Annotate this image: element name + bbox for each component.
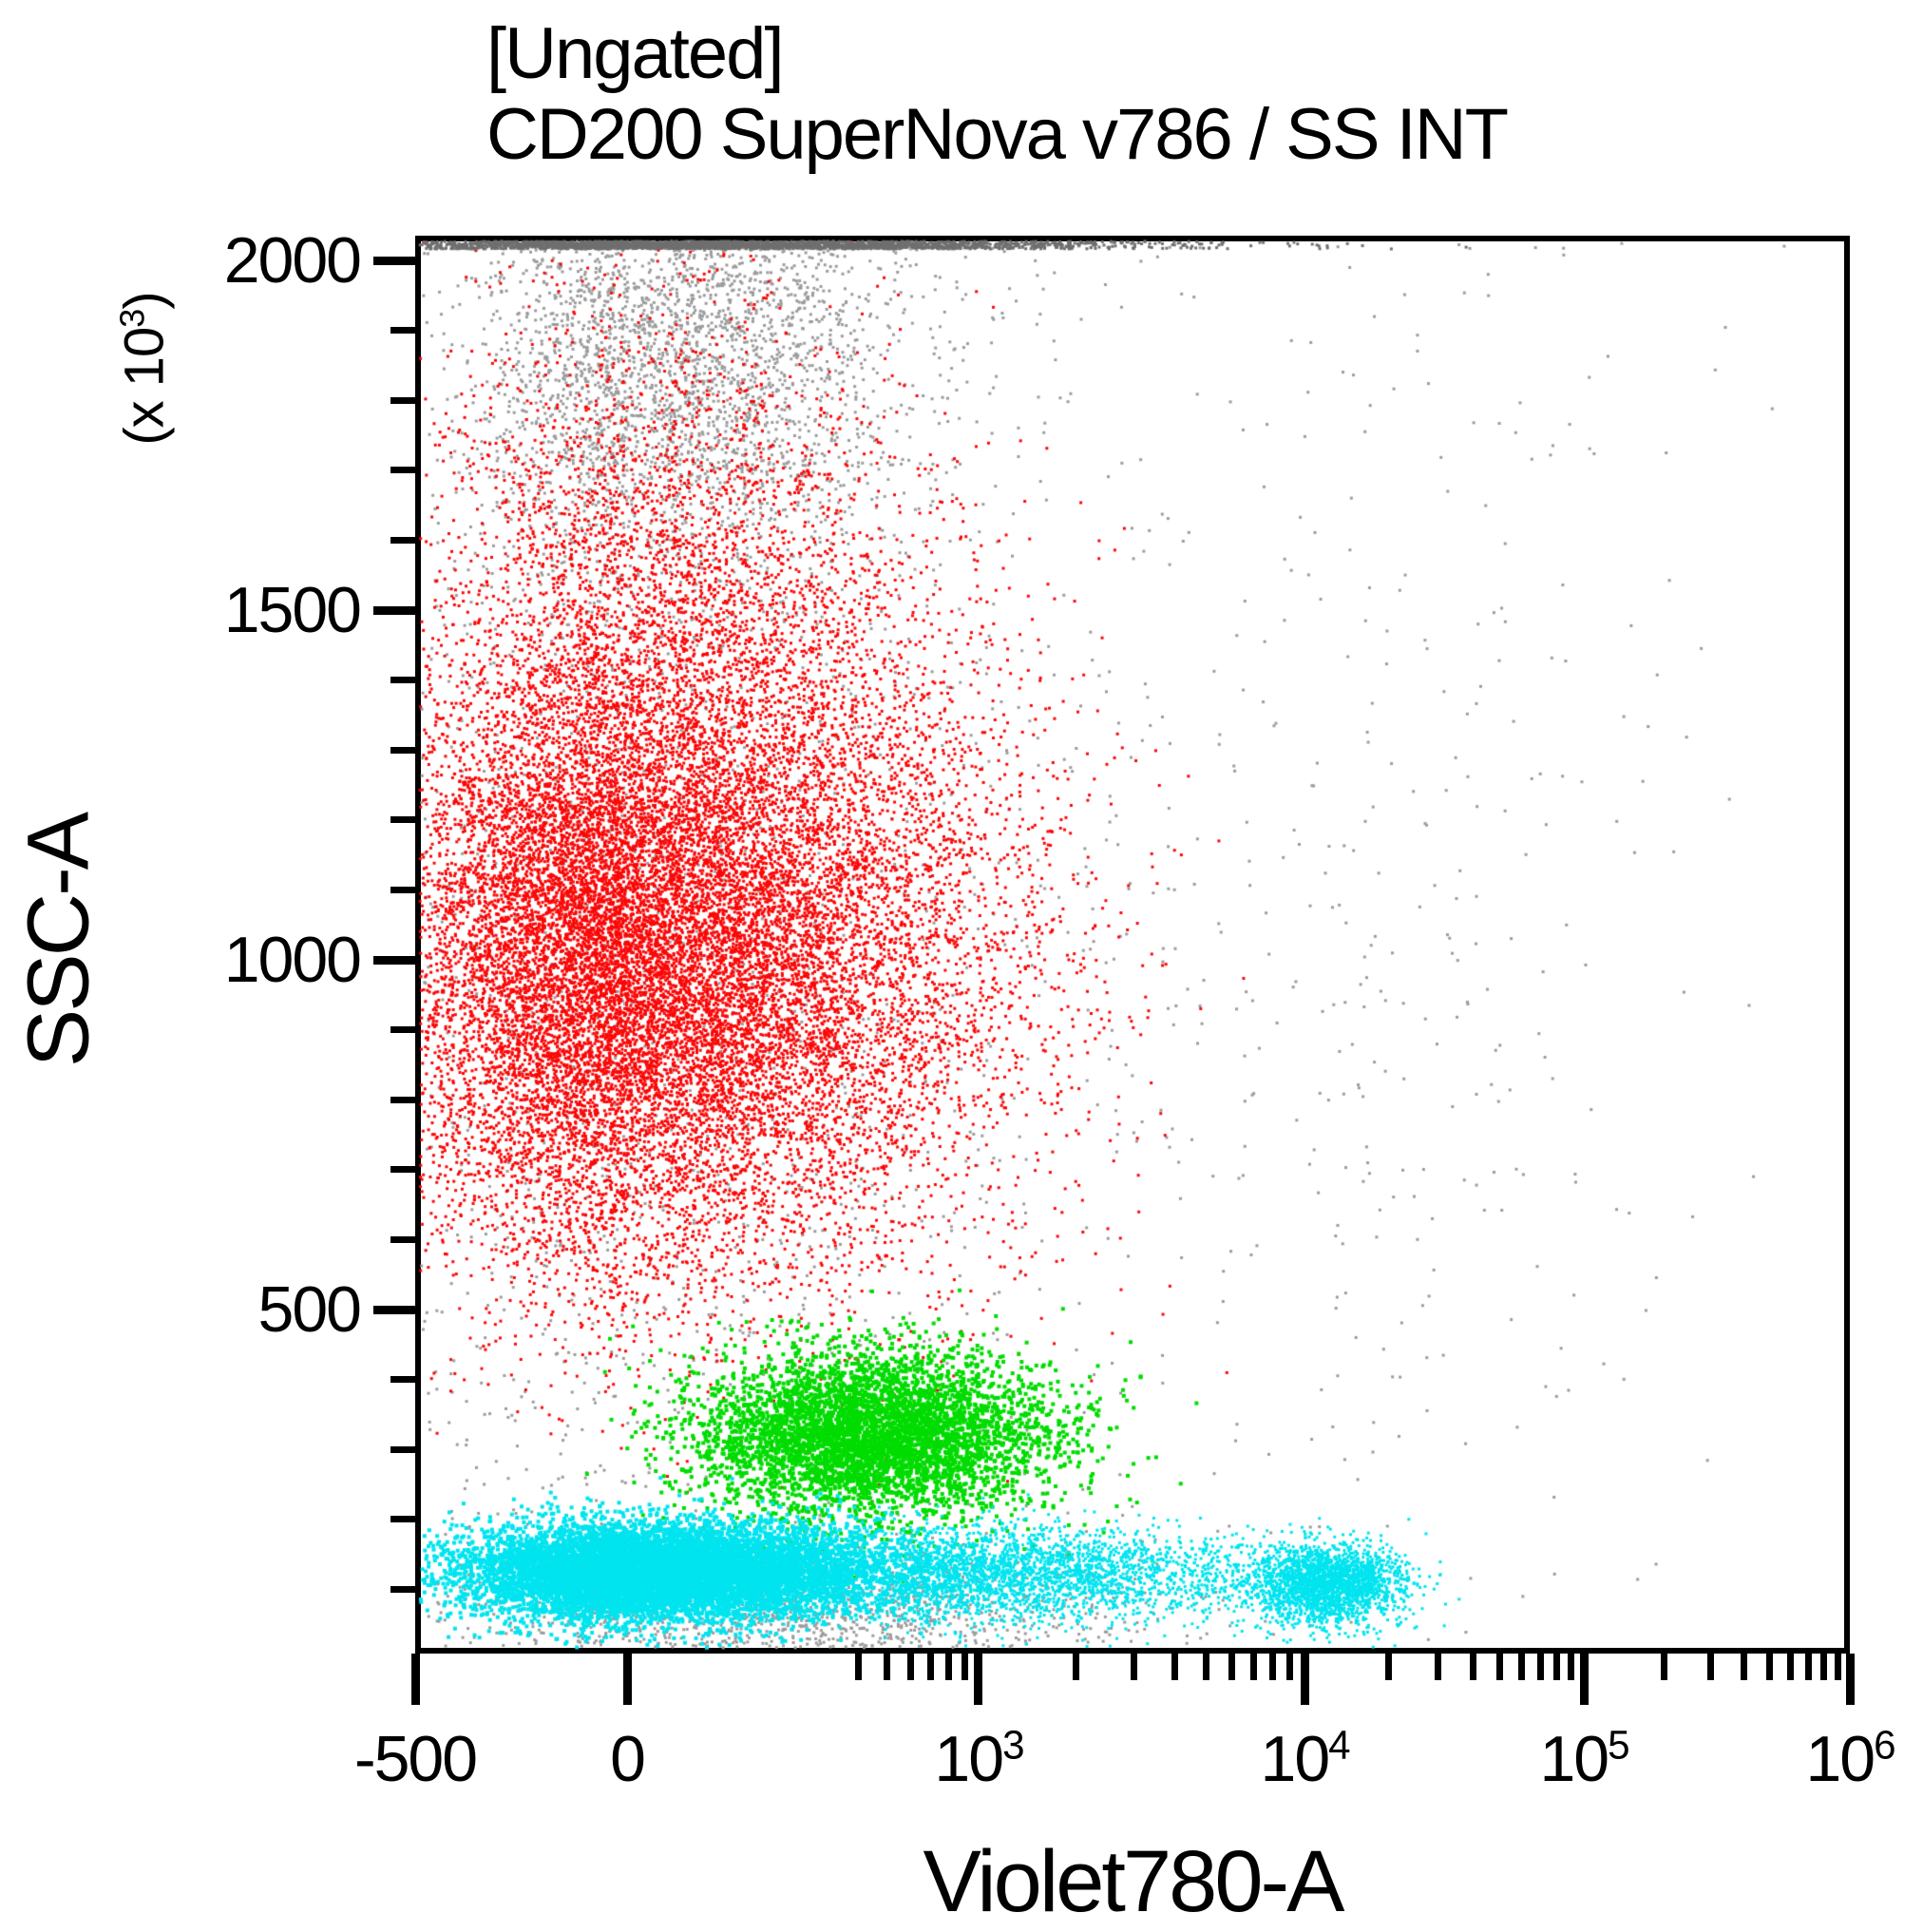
x-major-tick bbox=[622, 1654, 632, 1705]
y-minor-tick bbox=[390, 396, 415, 404]
y-minor-tick bbox=[390, 467, 415, 474]
x-major-tick bbox=[1300, 1654, 1309, 1705]
x-major-tick bbox=[410, 1654, 420, 1705]
y-tick-label: 1500 bbox=[223, 574, 362, 646]
y-minor-tick bbox=[390, 1235, 415, 1243]
x-minor-tick bbox=[1073, 1654, 1080, 1680]
y-major-tick bbox=[373, 1305, 415, 1314]
x-tick-label: 104 bbox=[1260, 1722, 1351, 1795]
y-tick-label: 500 bbox=[257, 1273, 362, 1346]
x-minor-tick bbox=[1434, 1654, 1441, 1680]
scatter-canvas bbox=[415, 236, 1850, 1654]
y-minor-tick bbox=[390, 886, 415, 893]
y-minor-tick bbox=[390, 1376, 415, 1384]
x-minor-tick bbox=[1285, 1654, 1293, 1680]
y-axis-label: SSC-A bbox=[10, 813, 107, 1068]
y-tick-label: 1000 bbox=[223, 924, 362, 996]
x-minor-tick bbox=[1171, 1654, 1178, 1680]
x-minor-tick bbox=[1537, 1654, 1544, 1680]
y-minor-tick bbox=[390, 536, 415, 544]
y-minor-tick bbox=[390, 1096, 415, 1103]
x-tick-label: 105 bbox=[1539, 1722, 1629, 1795]
x-minor-tick bbox=[1553, 1654, 1561, 1680]
x-minor-tick bbox=[1130, 1654, 1137, 1680]
y-tick-label: 2000 bbox=[223, 224, 362, 296]
x-tick-label: -500 bbox=[353, 1723, 478, 1795]
y-minor-tick bbox=[390, 677, 415, 684]
plot-title: [Ungated] CD200 SuperNova v786 / SS INT bbox=[486, 13, 1509, 176]
x-minor-tick bbox=[1820, 1654, 1828, 1680]
x-minor-tick bbox=[1269, 1654, 1277, 1680]
y-minor-tick bbox=[390, 327, 415, 335]
x-minor-tick bbox=[1469, 1654, 1476, 1680]
y-minor-tick bbox=[390, 816, 415, 824]
x-minor-tick bbox=[1834, 1654, 1841, 1680]
y-minor-tick bbox=[390, 1516, 415, 1523]
x-minor-tick bbox=[945, 1654, 953, 1680]
x-minor-tick bbox=[1203, 1654, 1210, 1680]
x-major-tick bbox=[974, 1654, 983, 1705]
plot-title-parameters: CD200 SuperNova v786 / SS INT bbox=[486, 94, 1509, 176]
x-axis-label: Violet780-A bbox=[923, 1833, 1345, 1930]
y-major-tick bbox=[373, 955, 415, 965]
x-minor-tick bbox=[961, 1654, 968, 1680]
y-minor-tick bbox=[390, 1445, 415, 1453]
y-minor-tick bbox=[390, 746, 415, 754]
x-minor-tick bbox=[1766, 1654, 1774, 1680]
x-minor-tick bbox=[884, 1654, 890, 1680]
x-major-tick bbox=[1845, 1654, 1855, 1705]
x-minor-tick bbox=[1518, 1654, 1526, 1680]
x-minor-tick bbox=[1805, 1654, 1813, 1680]
x-minor-tick bbox=[1250, 1654, 1258, 1680]
x-minor-tick bbox=[1228, 1654, 1236, 1680]
x-tick-label: 106 bbox=[1805, 1722, 1895, 1795]
x-tick-label: 0 bbox=[610, 1723, 646, 1795]
x-tick-label: 103 bbox=[934, 1722, 1024, 1795]
y-minor-tick bbox=[390, 1166, 415, 1174]
y-minor-tick bbox=[390, 1026, 415, 1034]
x-minor-tick bbox=[1385, 1654, 1393, 1680]
x-minor-tick bbox=[854, 1654, 862, 1680]
x-minor-tick bbox=[927, 1654, 935, 1680]
y-major-tick bbox=[373, 605, 415, 615]
y-minor-tick bbox=[390, 1585, 415, 1593]
x-minor-tick bbox=[1568, 1654, 1575, 1680]
y-axis-unit-label: (x 103) bbox=[112, 292, 176, 446]
x-minor-tick bbox=[1496, 1654, 1504, 1680]
x-minor-tick bbox=[907, 1654, 915, 1680]
x-major-tick bbox=[1579, 1654, 1589, 1705]
x-minor-tick bbox=[1660, 1654, 1667, 1680]
x-minor-tick bbox=[1787, 1654, 1795, 1680]
plot-title-gate: [Ungated] bbox=[486, 13, 785, 94]
x-minor-tick bbox=[1741, 1654, 1748, 1680]
x-minor-tick bbox=[1707, 1654, 1715, 1680]
y-major-tick bbox=[373, 256, 415, 265]
